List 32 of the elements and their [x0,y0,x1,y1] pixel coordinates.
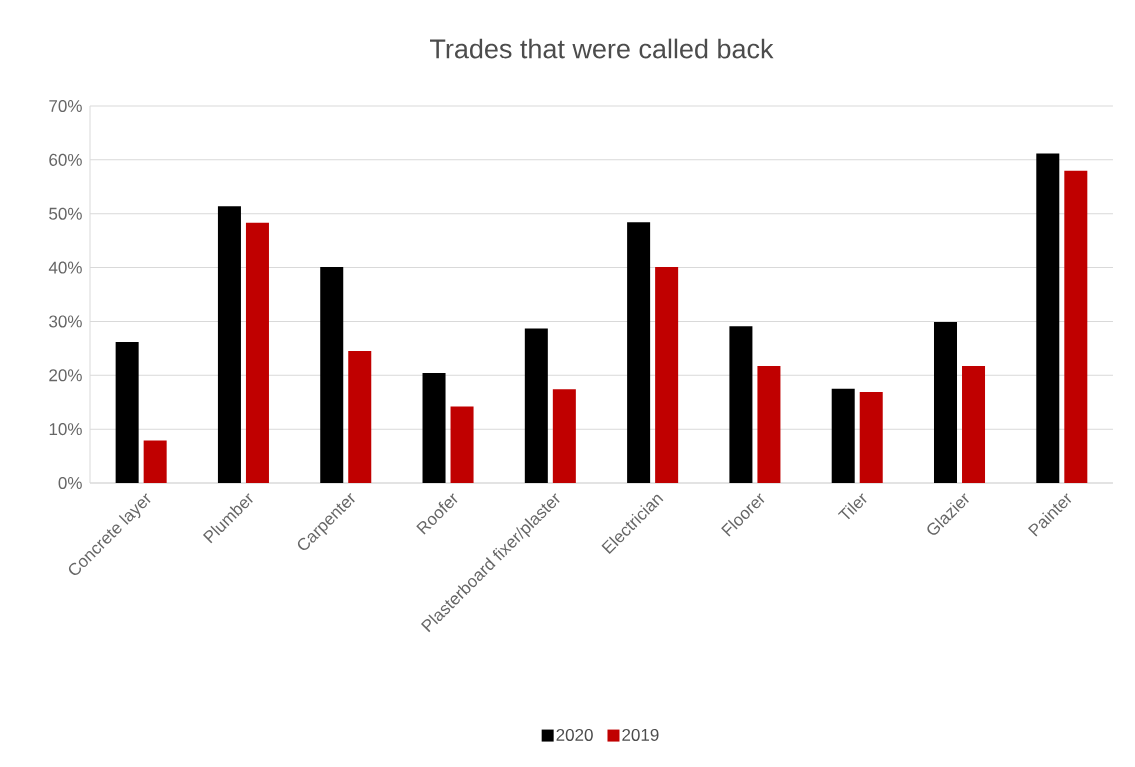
y-tick-label: 10% [49,423,82,436]
legend-label: 2020 [556,728,593,741]
bar [422,373,446,483]
bar [962,366,986,483]
bar [217,206,241,483]
y-tick-label: 20% [49,369,82,382]
bar [1064,170,1088,483]
bar [757,366,781,483]
bar [627,222,651,483]
y-tick-label: 50% [49,207,82,220]
bar [859,391,883,483]
bar [348,351,372,483]
bar [245,222,269,483]
bar [320,267,344,483]
y-tick-label: 60% [49,153,82,166]
bar [1036,153,1060,483]
y-tick-label: 30% [49,315,82,328]
y-tick-label: 70% [49,99,82,113]
bar [143,440,167,483]
bar [524,328,548,483]
bar [729,326,753,483]
bar [655,267,679,483]
y-tick-label: 40% [48,261,82,274]
chart-title: Trades that were called back [430,38,774,59]
y-tick-label: 0% [58,476,82,490]
bar [934,321,958,483]
bar [552,389,576,483]
x-tick-label: Tiler [837,493,867,520]
legend-label: 2019 [622,728,659,741]
bar [831,388,855,483]
bar [115,341,139,483]
bar [450,406,474,483]
